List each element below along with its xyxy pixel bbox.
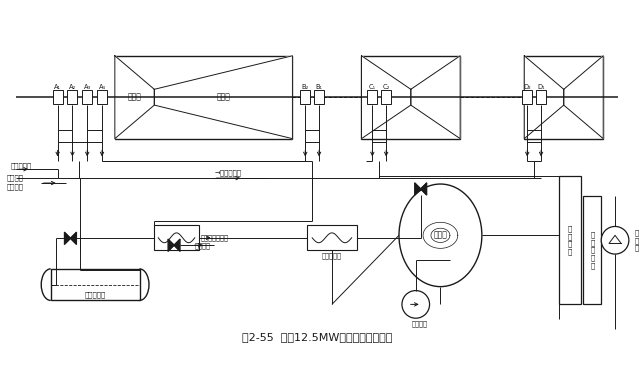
Polygon shape [524, 56, 564, 139]
Ellipse shape [399, 184, 482, 287]
Polygon shape [65, 232, 70, 244]
Text: 射
水
泵: 射 水 泵 [635, 230, 639, 251]
Bar [381, 90, 391, 104]
Text: A₃: A₃ [84, 84, 91, 90]
Bar [536, 90, 546, 104]
Text: D₁: D₁ [538, 84, 545, 90]
Circle shape [402, 291, 429, 318]
Text: →至六段抽汽: →至六段抽汽 [214, 170, 242, 176]
Bar [154, 225, 198, 250]
Bar [83, 90, 92, 104]
Bar [522, 90, 532, 104]
Text: 图2-55  国产12.5MW汽轮机的轴封系统: 图2-55 国产12.5MW汽轮机的轴封系统 [242, 332, 392, 342]
Polygon shape [154, 56, 292, 139]
Bar [51, 269, 140, 301]
Polygon shape [70, 232, 76, 244]
Text: C₁: C₁ [369, 84, 376, 90]
Bar [559, 176, 580, 304]
Polygon shape [420, 183, 427, 195]
Text: A₂: A₂ [68, 84, 76, 90]
Bar [97, 90, 107, 104]
Text: 至凝汽器: 至凝汽器 [195, 242, 211, 248]
Bar [584, 196, 601, 304]
Text: 轴
封
抽
气
器: 轴 封 抽 气 器 [590, 232, 595, 269]
Text: A₄: A₄ [99, 84, 106, 90]
Text: 平衡管来: 平衡管来 [6, 184, 23, 190]
Polygon shape [362, 56, 411, 139]
Polygon shape [411, 56, 460, 139]
Polygon shape [564, 56, 604, 139]
Text: B₁: B₁ [316, 84, 323, 90]
Text: 主
抽
气
器: 主 抽 气 器 [568, 225, 572, 255]
Text: 除氧器汽: 除氧器汽 [6, 175, 23, 182]
Bar [314, 90, 324, 104]
Polygon shape [115, 56, 154, 139]
Text: 至三段轴汽: 至三段轴汽 [10, 162, 31, 169]
Text: 凝汽器: 凝汽器 [433, 231, 447, 240]
Bar [115, 56, 292, 139]
Bar [52, 90, 63, 104]
Text: 凝结水泵: 凝结水泵 [412, 321, 428, 327]
Text: 高压缸: 高压缸 [127, 93, 141, 102]
Text: 轴封加热器: 轴封加热器 [322, 253, 342, 259]
Bar [307, 225, 356, 250]
Text: A₁: A₁ [54, 84, 61, 90]
Text: D₂: D₂ [524, 84, 531, 90]
Text: 中压缸: 中压缸 [216, 93, 230, 102]
Bar [300, 90, 310, 104]
Text: 轴封均压箱: 轴封均压箱 [84, 291, 106, 298]
Circle shape [601, 227, 629, 254]
Bar [367, 90, 378, 104]
Polygon shape [168, 239, 174, 251]
Text: 轴封压力调整器: 轴封压力调整器 [201, 234, 228, 241]
Polygon shape [174, 239, 180, 251]
Text: B₂: B₂ [301, 84, 309, 90]
Bar [362, 56, 460, 139]
Bar [524, 56, 604, 139]
Bar [67, 90, 77, 104]
Polygon shape [415, 183, 420, 195]
Text: C₂: C₂ [383, 84, 390, 90]
